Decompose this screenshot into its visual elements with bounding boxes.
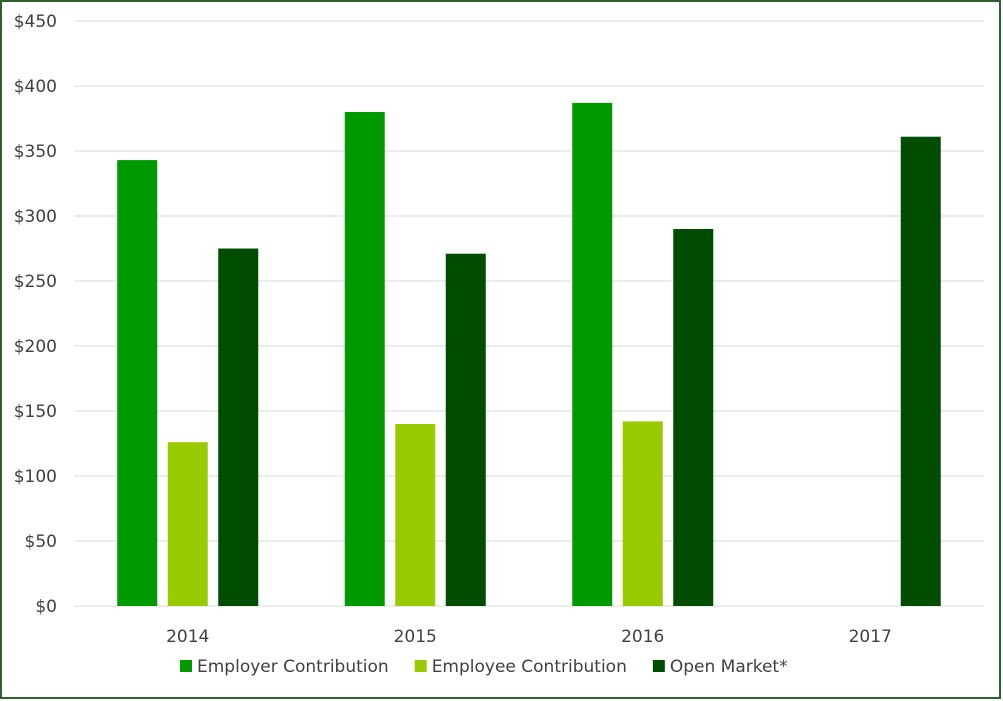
bar-employer-contribution-2014 (117, 160, 158, 606)
bar-employee-contribution-2014 (167, 442, 208, 606)
bar-open-market-2016 (673, 229, 714, 606)
y-tick-label: $100 (14, 467, 57, 487)
bar-employer-contribution-2016 (572, 102, 613, 607)
bar-employer-contribution-2015 (344, 112, 385, 606)
x-tick-label: 2017 (849, 627, 892, 647)
bar-employee-contribution-2016 (622, 421, 663, 606)
y-tick-label: $250 (14, 272, 57, 292)
legend-swatch (414, 660, 427, 672)
y-axis-ticks: $0 $50 $100 $150 $200 $250 $300 $350 $400 $450 (14, 12, 57, 617)
x-tick-label: 2016 (621, 627, 664, 647)
x-axis-ticks: 2014 2015 2016 2017 (166, 627, 892, 647)
y-tick-label: $350 (14, 142, 57, 162)
bars (117, 102, 941, 607)
legend-label: Open Market* (670, 657, 788, 677)
legend: Employer Contribution Employee Contributi… (180, 657, 788, 677)
x-tick-label: 2015 (394, 627, 437, 647)
legend-label: Employee Contribution (432, 657, 627, 677)
gridlines (74, 20, 984, 607)
x-tick-label: 2014 (166, 627, 209, 647)
y-tick-label: $450 (14, 12, 57, 32)
legend-swatch (180, 660, 192, 672)
legend-label: Employer Contribution (197, 657, 389, 677)
y-tick-label: $200 (14, 337, 57, 357)
y-tick-label: $150 (14, 402, 57, 422)
y-tick-label: $300 (14, 207, 57, 227)
legend-swatch (652, 660, 665, 672)
y-tick-label: $0 (35, 597, 57, 617)
y-tick-label: $50 (25, 532, 57, 552)
y-tick-label: $400 (14, 77, 57, 97)
bar-open-market-2017 (900, 136, 941, 606)
bar-employee-contribution-2015 (395, 424, 436, 606)
bar-open-market-2015 (445, 253, 486, 606)
bar-open-market-2014 (218, 248, 259, 606)
